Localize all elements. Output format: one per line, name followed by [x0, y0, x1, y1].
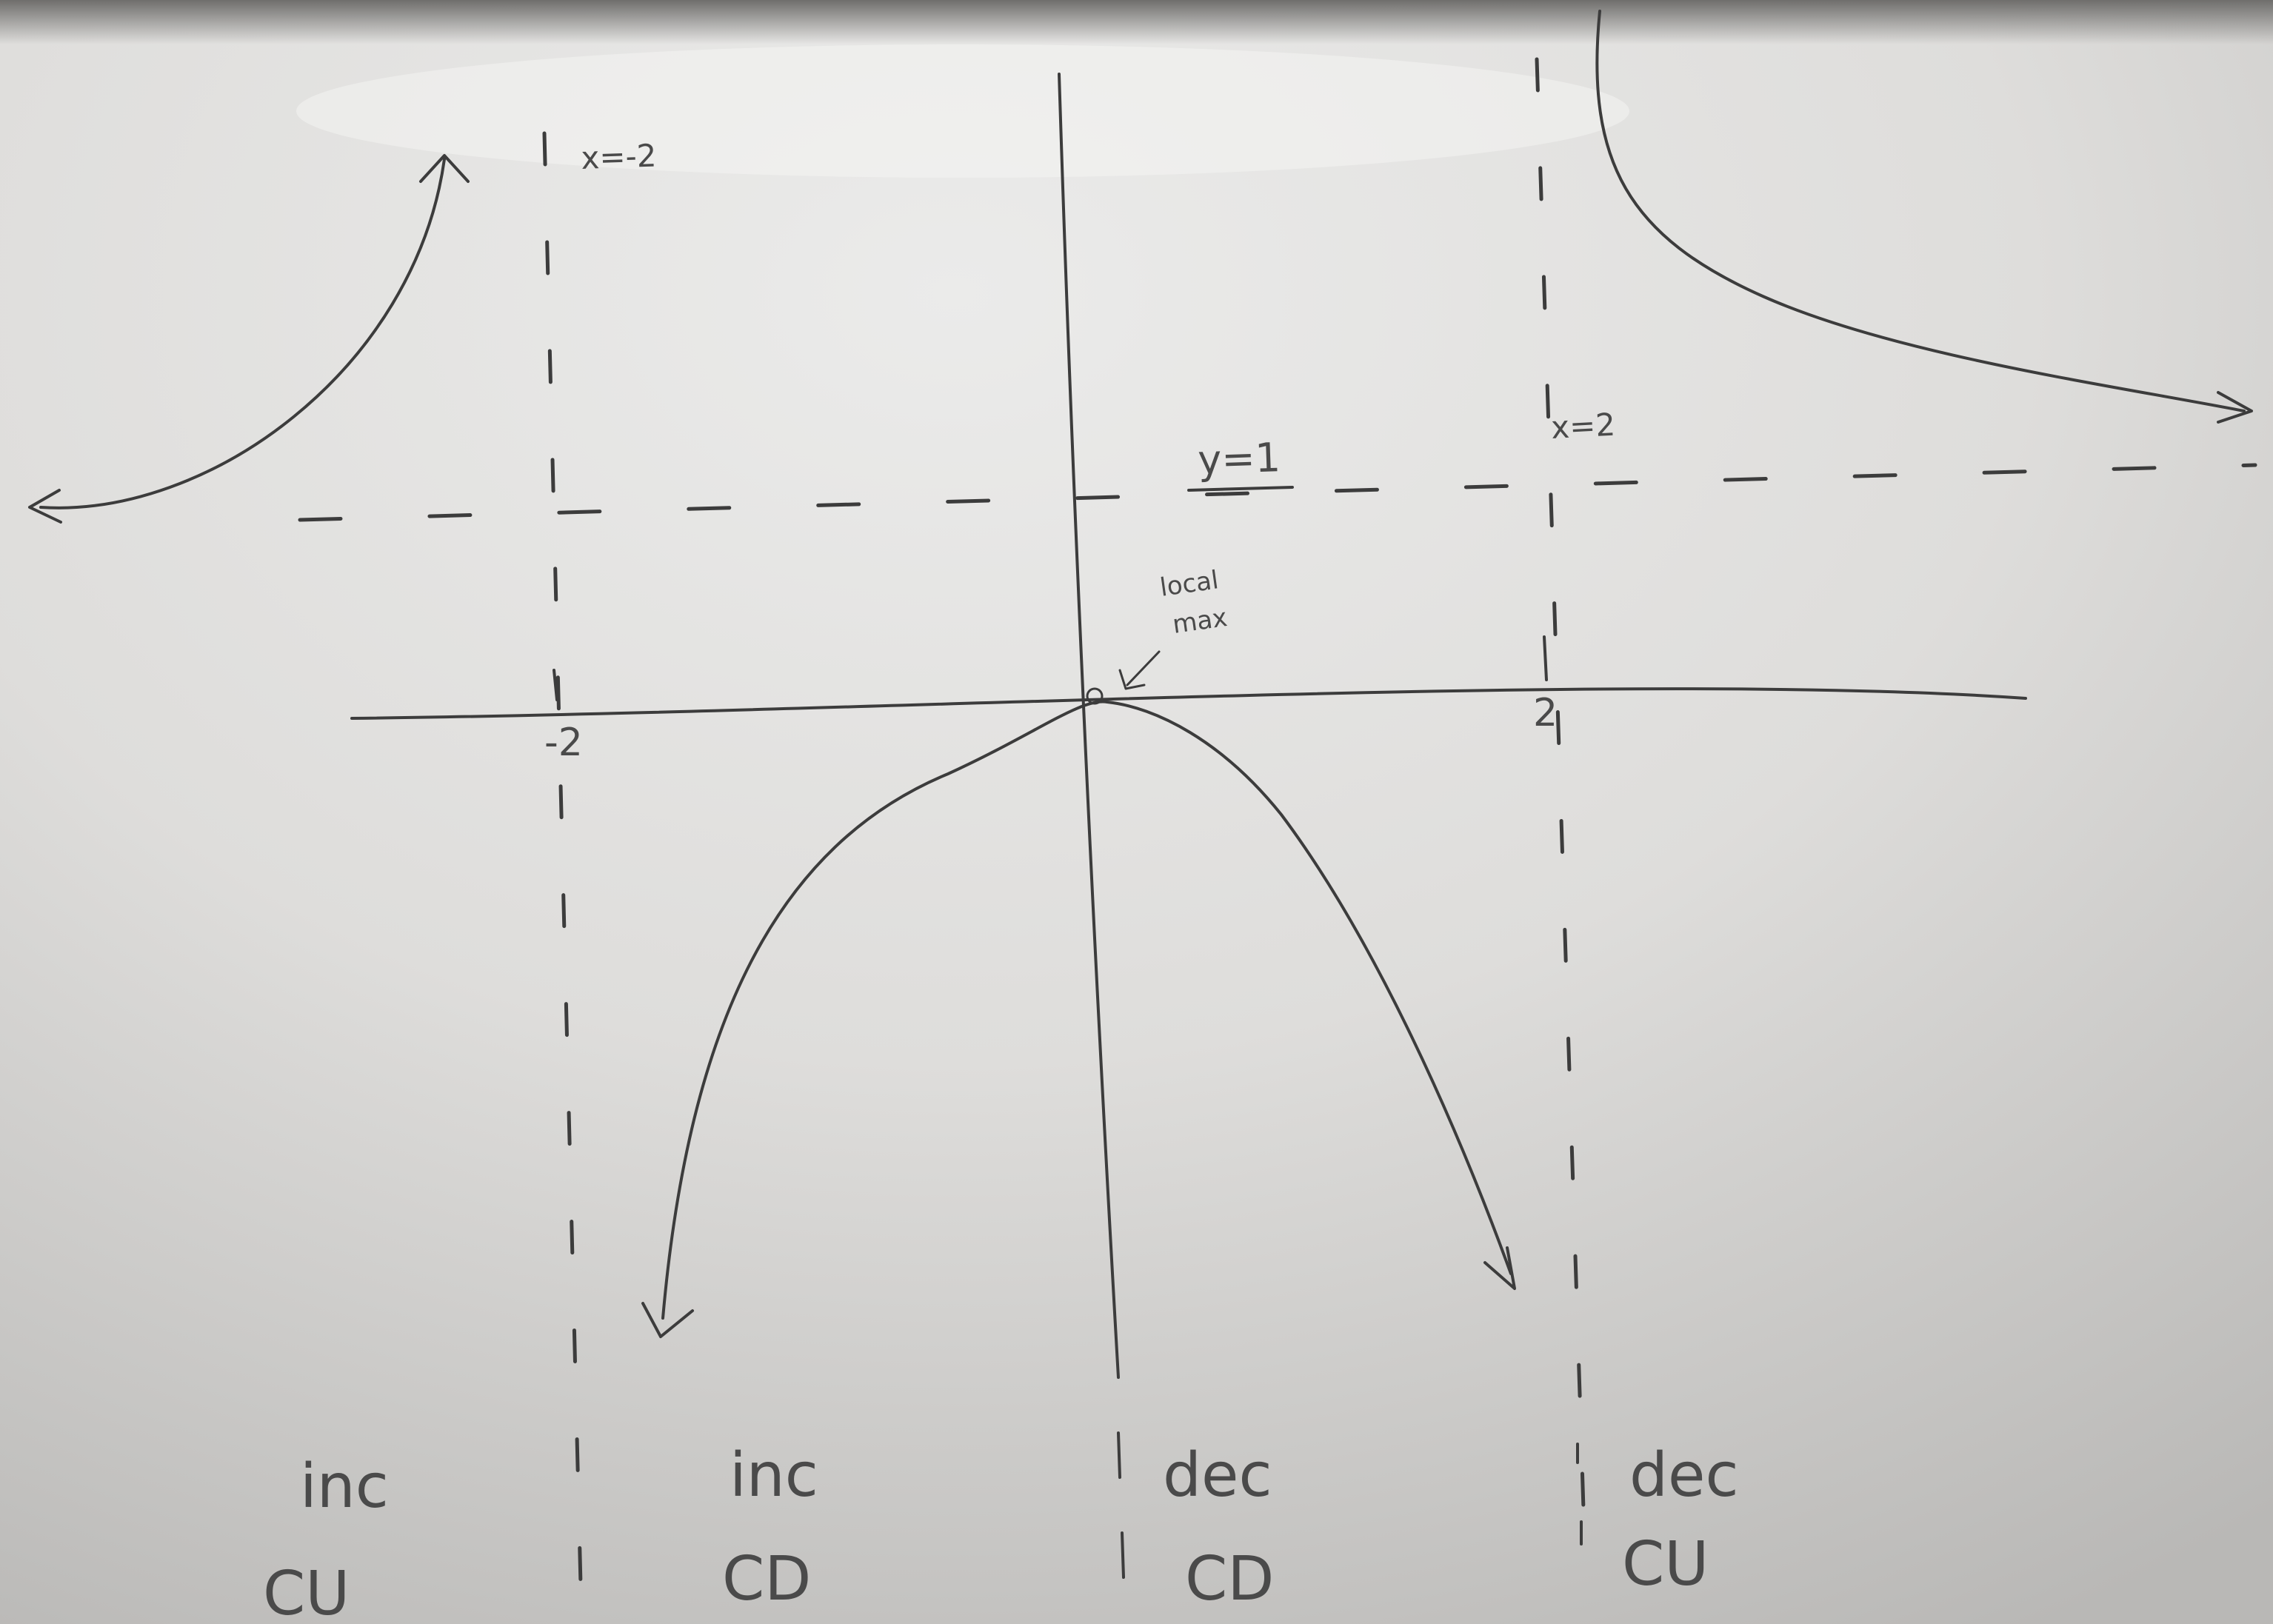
- tick-right: [1543, 635, 1548, 681]
- curve-middle-branch: [661, 700, 1512, 1320]
- asymptote-left: [542, 131, 584, 1617]
- tick-right-label: 2: [1533, 691, 1558, 735]
- interval-4-concavity: CU: [1622, 1529, 1709, 1600]
- interval-1-trend: inc: [300, 1451, 389, 1522]
- y-axis: [1058, 73, 1120, 1379]
- tick-left: [553, 669, 558, 701]
- table-separator-1: [1117, 1431, 1121, 1479]
- interval-1-concavity: CU: [263, 1559, 350, 1624]
- asymptote-left-label: x=-2: [581, 137, 658, 176]
- curve-right-branch: [1595, 10, 2246, 412]
- interval-3-trend: dec: [1163, 1440, 1272, 1511]
- arrow-middle-left-down: [641, 1302, 694, 1338]
- interval-4-trend: dec: [1629, 1440, 1739, 1511]
- table-separator-2: [1121, 1531, 1125, 1579]
- local-max-pointer: [1118, 650, 1161, 690]
- arrow-left-end: [28, 489, 62, 524]
- asymptote-right: [1535, 57, 1587, 1557]
- interval-2-trend: inc: [730, 1440, 818, 1511]
- horizontal-asymptote-label: y=1: [1197, 434, 1281, 484]
- tick-left-label: -2: [544, 721, 583, 765]
- x-axis: [350, 687, 2027, 720]
- interval-3-concavity: CD: [1185, 1544, 1274, 1614]
- curve-left-branch: [39, 158, 446, 509]
- asymptote-right-label: x=2: [1550, 407, 1616, 446]
- local-max-point: [1086, 687, 1104, 705]
- arrow-middle-right-down: [1483, 1246, 1516, 1290]
- board-top-frame: [0, 0, 2273, 44]
- arrow-left-up: [419, 154, 470, 183]
- interval-2-concavity: CD: [722, 1544, 811, 1614]
- arrow-right-end: [2217, 391, 2253, 424]
- label-underline: [1187, 486, 1294, 492]
- glare: [296, 44, 1629, 178]
